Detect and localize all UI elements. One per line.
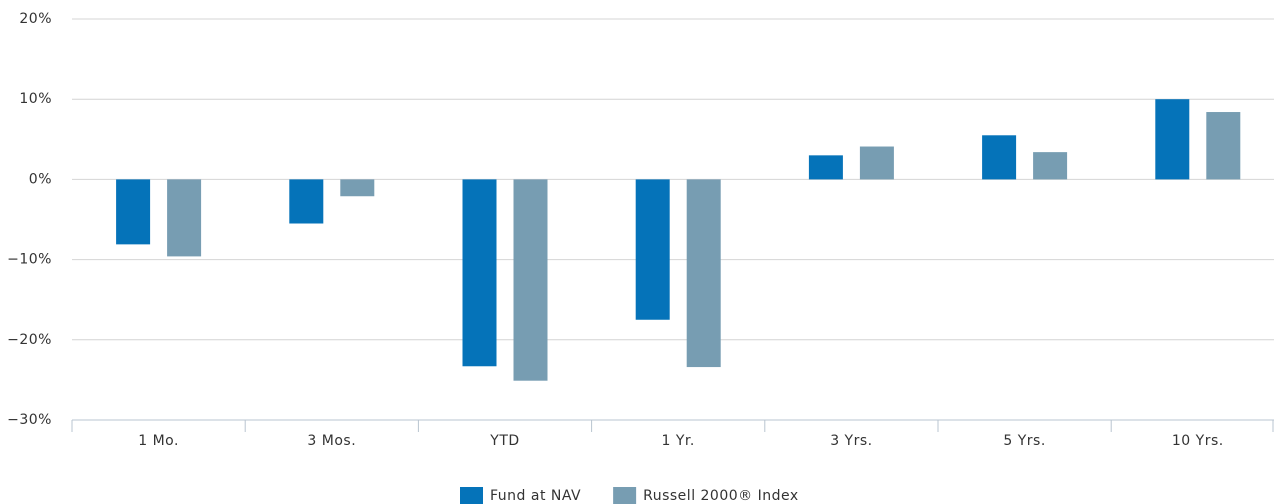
bar: [859, 146, 894, 180]
legend-swatch: [613, 487, 637, 504]
bar: [635, 179, 670, 320]
x-tick-label: 3 Mos.: [307, 433, 356, 449]
y-tick-label: −20%: [7, 332, 52, 348]
bar: [686, 179, 721, 368]
legend-label: Fund at NAV: [490, 488, 581, 504]
bar: [808, 155, 843, 180]
x-tick-label: 10 Yrs.: [1172, 433, 1224, 449]
bar: [1206, 112, 1241, 180]
y-tick-label: 10%: [19, 91, 52, 107]
bar: [462, 179, 497, 367]
bar: [116, 179, 151, 245]
x-tick-label: YTD: [489, 433, 519, 449]
y-tick-label: −30%: [7, 412, 52, 428]
bar: [982, 135, 1017, 180]
bar: [167, 179, 202, 257]
y-tick-label: 20%: [19, 11, 52, 27]
x-tick-label: 5 Yrs.: [1003, 433, 1045, 449]
y-tick-label: −10%: [7, 252, 52, 268]
bar: [1155, 99, 1190, 180]
y-tick-label: 0%: [29, 171, 52, 187]
legend-label: Russell 2000® Index: [643, 488, 799, 504]
x-tick-label: 3 Yrs.: [830, 433, 872, 449]
x-tick-label: 1 Mo.: [138, 433, 179, 449]
x-tick-label: 1 Yr.: [662, 433, 695, 449]
bar: [289, 179, 324, 224]
bar: [340, 179, 375, 197]
legend-swatch: [460, 487, 483, 504]
bar: [1033, 152, 1068, 180]
bar: [513, 179, 548, 381]
